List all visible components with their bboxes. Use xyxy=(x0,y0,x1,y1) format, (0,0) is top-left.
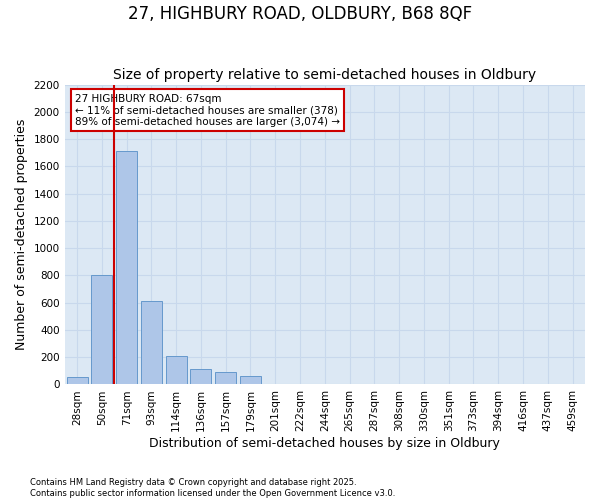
Text: Contains HM Land Registry data © Crown copyright and database right 2025.
Contai: Contains HM Land Registry data © Crown c… xyxy=(30,478,395,498)
Bar xyxy=(215,372,236,384)
Title: Size of property relative to semi-detached houses in Oldbury: Size of property relative to semi-detach… xyxy=(113,68,536,82)
Y-axis label: Number of semi-detached properties: Number of semi-detached properties xyxy=(15,119,28,350)
Text: 27, HIGHBURY ROAD, OLDBURY, B68 8QF: 27, HIGHBURY ROAD, OLDBURY, B68 8QF xyxy=(128,5,472,23)
Bar xyxy=(240,376,261,384)
Text: 27 HIGHBURY ROAD: 67sqm
← 11% of semi-detached houses are smaller (378)
89% of s: 27 HIGHBURY ROAD: 67sqm ← 11% of semi-de… xyxy=(75,94,340,127)
X-axis label: Distribution of semi-detached houses by size in Oldbury: Distribution of semi-detached houses by … xyxy=(149,437,500,450)
Bar xyxy=(166,356,187,384)
Bar xyxy=(67,377,88,384)
Bar xyxy=(116,152,137,384)
Bar xyxy=(190,370,211,384)
Bar xyxy=(141,302,162,384)
Bar xyxy=(91,276,112,384)
